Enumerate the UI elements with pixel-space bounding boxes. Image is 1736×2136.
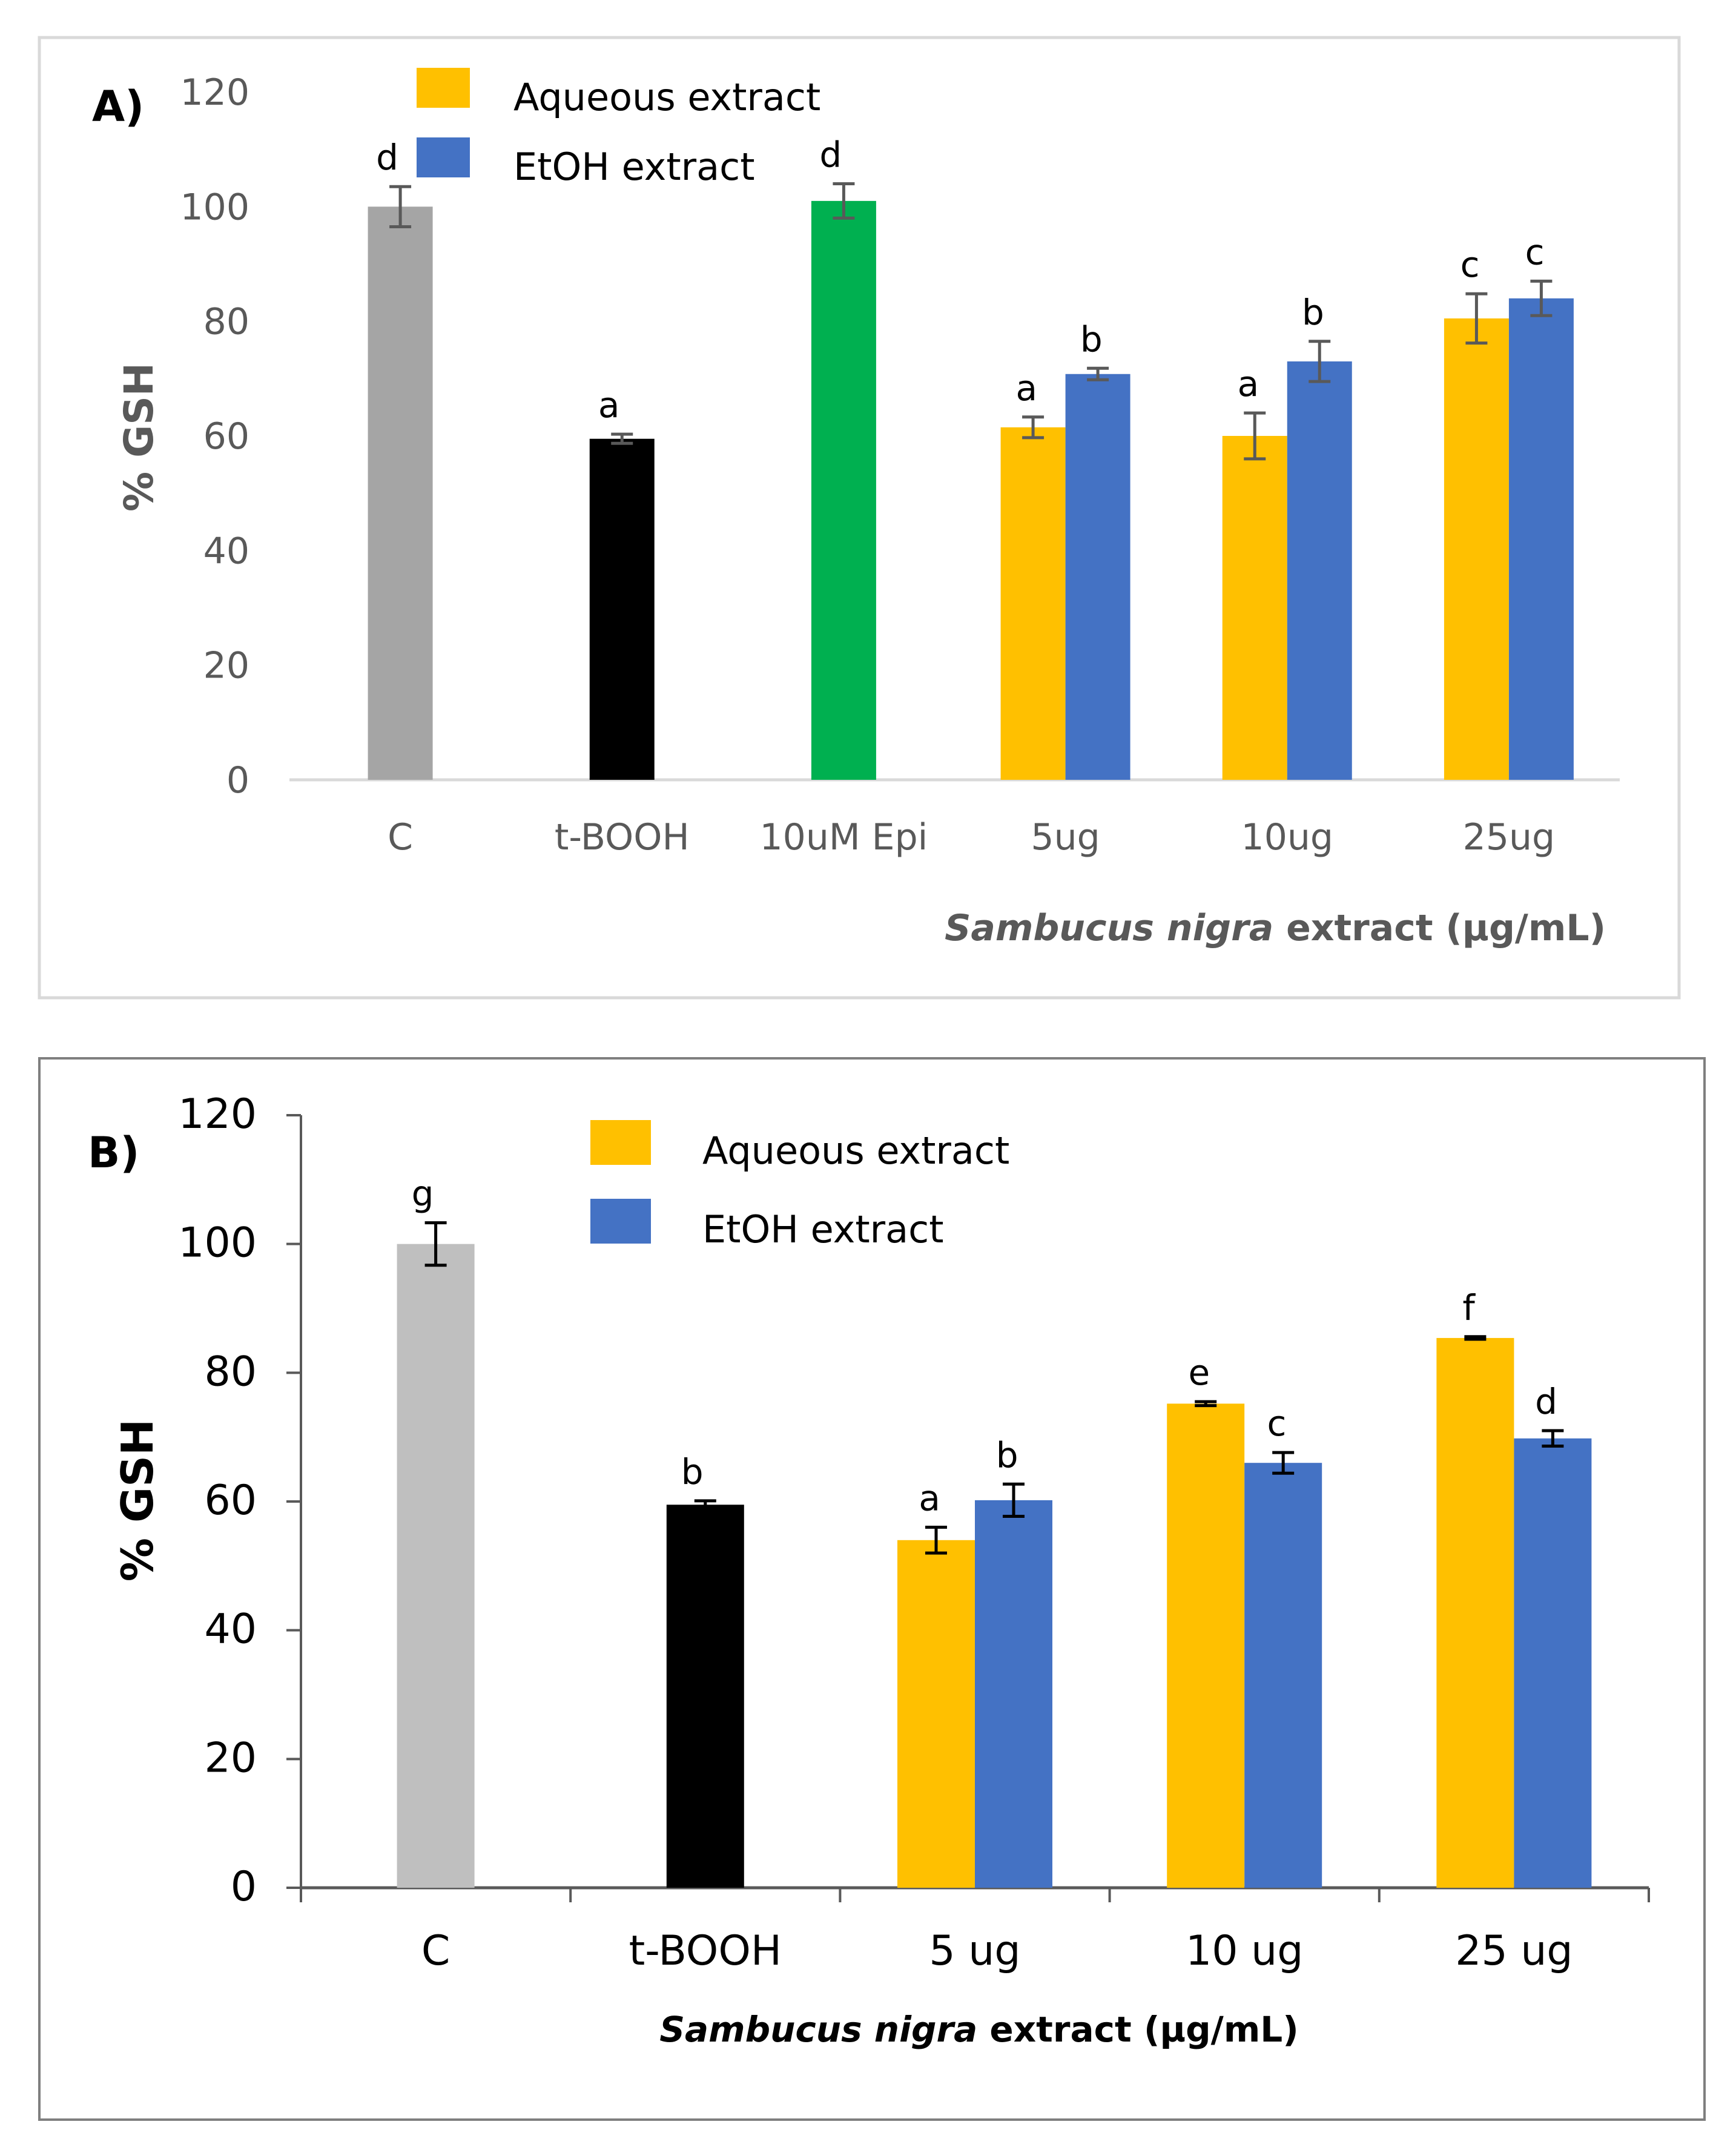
panel-b-x-axis-title-rest: extract (µg/mL) (977, 2009, 1299, 2050)
panel-b-y-tick-label: 100 (178, 1219, 257, 1267)
panel-b-bar (1514, 1438, 1592, 1888)
panel-a-significance-letter: d (376, 137, 398, 178)
chart-a: A) % GSH Sambucus nigra extract (µg/mL) … (92, 68, 1620, 949)
panel-b-y-tick-label: 40 (204, 1606, 257, 1653)
panel-b-y-tick-label: 120 (178, 1090, 257, 1138)
panel-b-legend-swatch (590, 1120, 651, 1165)
panel-b-category-label: 10 ug (1186, 1927, 1303, 1975)
panel-b-bar (975, 1500, 1052, 1888)
panel-b-y-tick-label: 80 (204, 1348, 257, 1396)
panel-b-significance-letter: e (1189, 1352, 1210, 1393)
panel-a-bar (1065, 374, 1130, 780)
panel-b-y-tick-label: 20 (204, 1734, 257, 1782)
panel-a-x-axis-title-italic: Sambucus nigra (945, 907, 1273, 949)
panel-a-frame (38, 36, 1681, 1000)
panel-a-legend-swatch (417, 137, 470, 177)
panel-a-bar (368, 206, 433, 780)
panel-a-category-label: 10uM Epi (759, 816, 928, 859)
panel-a-y-tick-label: 20 (203, 645, 249, 687)
panel-b-legend-label: EtOH extract (702, 1207, 944, 1251)
panel-b-significance-letter: a (919, 1478, 940, 1519)
panel-a-y-tick-label: 80 (203, 301, 249, 343)
panel-a-category-label: 10ug (1241, 816, 1333, 859)
panel-a-bar (811, 200, 876, 780)
panel-b-category-label: 5 ug (929, 1927, 1020, 1975)
panel-b-bar (397, 1244, 475, 1888)
panel-b-frame (38, 1057, 1706, 2121)
panel-a-category-label: C (388, 816, 413, 859)
panel-b-y-axis-title: % GSH (112, 1419, 163, 1581)
panel-b-significance-letter: b (996, 1434, 1018, 1475)
panel-a-significance-letter: c (1525, 231, 1545, 272)
panel-b-bar (897, 1540, 975, 1888)
panel-b-significance-letter: d (1535, 1381, 1557, 1422)
panel-a-bar (589, 438, 655, 780)
panel-b-significance-letter: b (681, 1451, 704, 1492)
panel-a-bar (1508, 298, 1574, 780)
panel-b-legend-swatch (590, 1199, 651, 1244)
chart-b: B) % GSH Sambucus nigra extract (µg/mL) … (88, 1090, 1650, 2050)
panel-a-y-axis-title: % GSH (116, 363, 162, 512)
panel-b-y-tick-label: 60 (204, 1477, 257, 1525)
panel-b-category-label: C (421, 1927, 450, 1975)
panel-a-y-tick-label: 120 (180, 71, 249, 114)
panel-a-category-label: 5ug (1031, 816, 1100, 859)
panel-a-significance-letter: b (1080, 318, 1103, 360)
panel-b-x-axis-title-italic: Sambucus nigra (659, 2009, 977, 2050)
panel-a-significance-letter: d (819, 134, 842, 175)
panel-b-bar (1167, 1403, 1245, 1888)
panel-a-y-tick-label: 60 (203, 415, 249, 458)
panel-a-legend-label: EtOH extract (513, 145, 755, 189)
panel-a-bar (1222, 436, 1287, 780)
panel-b-y-tick-label: 0 (231, 1863, 257, 1911)
panel-a-y-tick-label: 0 (226, 759, 249, 802)
panel-b-legend-label: Aqueous extract (702, 1129, 1009, 1173)
panel-a-significance-letter: b (1302, 292, 1324, 333)
panel-a-x-axis-title: Sambucus nigra extract (µg/mL) (945, 907, 1606, 949)
panel-b-significance-letter: c (1267, 1403, 1286, 1444)
panel-b-significance-letter: f (1462, 1287, 1476, 1328)
panel-b-bar (666, 1505, 744, 1888)
panel-b-bar (1244, 1463, 1322, 1888)
panel-a-significance-letter: a (1016, 368, 1038, 409)
panel-b-significance-letter: g (412, 1173, 434, 1215)
panel-a-category-label: t-BOOH (555, 816, 690, 859)
panel-a-y-tick-label: 100 (180, 186, 249, 228)
panel-b-x-axis-title: Sambucus nigra extract (µg/mL) (659, 2009, 1298, 2050)
panel-b-bar (1436, 1337, 1514, 1888)
panel-a-category-label: 25ug (1463, 816, 1555, 859)
panel-a-bar (1444, 318, 1509, 780)
panel-a-bar (1000, 427, 1066, 780)
panel-a-x-axis-title-rest: extract (µg/mL) (1273, 907, 1606, 949)
panel-a-label: A) (92, 82, 144, 131)
panel-a-significance-letter: a (1238, 363, 1259, 404)
panel-a-legend-label: Aqueous extract (513, 75, 820, 119)
panel-a-legend-swatch (417, 68, 470, 108)
panel-b-category-label: t-BOOH (629, 1927, 782, 1975)
panel-b-label: B) (88, 1128, 139, 1178)
panel-a-y-tick-label: 40 (203, 530, 249, 572)
panel-a-significance-letter: a (598, 384, 620, 426)
panel-a-bar (1287, 361, 1352, 780)
panel-b-category-label: 25 ug (1455, 1927, 1573, 1975)
panel-a-significance-letter: c (1460, 244, 1480, 285)
